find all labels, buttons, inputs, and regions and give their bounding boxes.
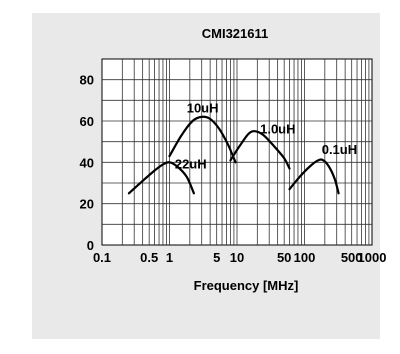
- x-tick-label: 0.1: [93, 250, 111, 265]
- y-tick-label: 80: [80, 73, 94, 88]
- x-tick-label: 0.5: [140, 250, 158, 265]
- x-tick-label: 50: [277, 250, 291, 265]
- x-tick-label: 1000: [358, 250, 387, 265]
- series-label: 0.1uH: [322, 142, 357, 157]
- y-tick-label: 20: [80, 197, 94, 212]
- y-tick-label: 40: [80, 155, 94, 170]
- series-layer: 22uH 10uH 1.0uH 0.1uH: [127, 101, 357, 195]
- series-line-22uh: [127, 161, 195, 195]
- x-tick-label: 5: [213, 250, 220, 265]
- chart-title: CMI321611: [202, 26, 269, 41]
- series-line-1-0uh: [229, 130, 291, 170]
- x-tick-label: 500: [341, 250, 363, 265]
- series-label: 1.0uH: [260, 121, 295, 136]
- y-tick-label: 0: [87, 238, 94, 253]
- x-axis-label: Frequency [MHz]: [194, 278, 299, 293]
- x-tick-label: 10: [230, 250, 244, 265]
- series-line-0-1uh: [288, 158, 340, 195]
- series-line-10uh: [168, 115, 237, 164]
- x-tick-label: 1: [166, 250, 173, 265]
- y-tick-label: 60: [80, 114, 94, 129]
- series-label: 10uH: [187, 101, 219, 116]
- series-label: 22uH: [175, 157, 207, 172]
- x-tick-label: 100: [294, 250, 316, 265]
